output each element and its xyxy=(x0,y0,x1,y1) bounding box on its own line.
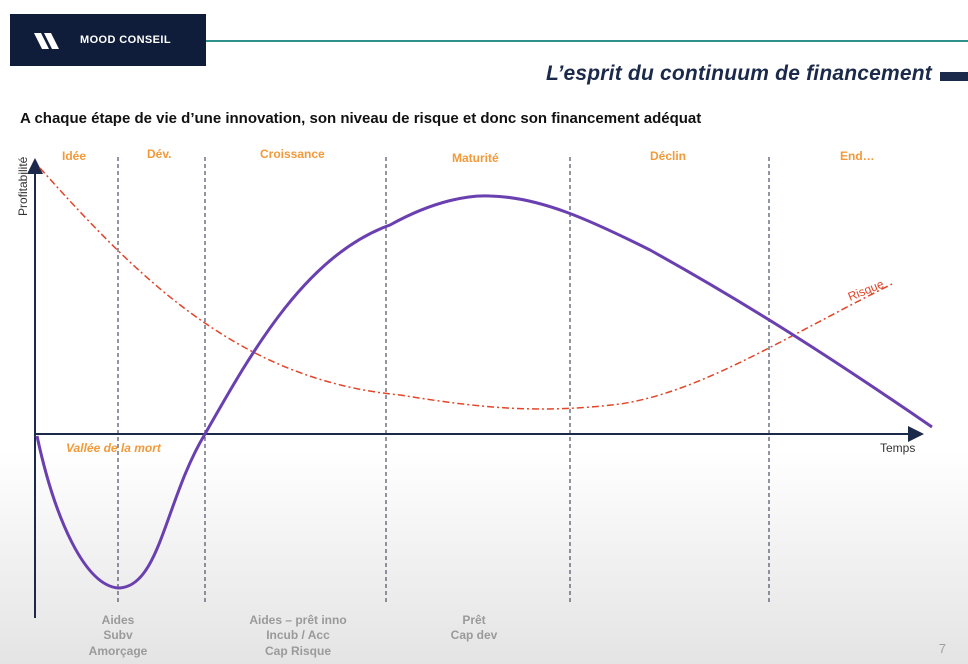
phase-label-idee: Idée xyxy=(62,149,86,163)
y-axis-label: Profitabilité xyxy=(16,156,30,216)
phase-label-dev: Dév. xyxy=(147,147,171,161)
valley-of-death-label: Vallée de la mort xyxy=(66,441,162,455)
funding-amorcage: Amorçage xyxy=(89,644,148,658)
brand-logo-icon xyxy=(34,33,59,49)
risk-curve-label: Risque xyxy=(846,277,886,304)
profitability-curve xyxy=(35,194,933,590)
phase-label-end: End… xyxy=(840,149,875,163)
funding-pret: Prêt xyxy=(462,613,485,627)
funding-cap-dev: Cap dev xyxy=(451,628,498,642)
funding-aides: Aides xyxy=(102,613,135,627)
funding-group-2: Aides – prêt inno Incub / Acc Cap Risque xyxy=(249,613,346,658)
phase-label-croissance: Croissance xyxy=(260,147,325,161)
funding-group-1: Aides Subv Amorçage xyxy=(89,613,148,658)
funding-aides-pret-inno: Aides – prêt inno xyxy=(249,613,346,627)
funding-subv: Subv xyxy=(103,628,133,642)
title-accent-bar xyxy=(940,72,968,81)
page-subtitle: A chaque étape de vie d’une innovation, … xyxy=(20,110,702,127)
x-axis-label: Temps xyxy=(880,441,915,455)
brand-name: MOOD CONSEIL xyxy=(80,34,171,46)
phase-separators xyxy=(117,157,770,605)
funding-cap-risque: Cap Risque xyxy=(265,644,331,658)
phase-label-declin: Déclin xyxy=(650,149,686,163)
page-number: 7 xyxy=(938,641,946,656)
funding-group-3: Prêt Cap dev xyxy=(451,613,498,642)
phase-label-maturite: Maturité xyxy=(452,151,499,165)
funding-incub-acc: Incub / Acc xyxy=(266,628,330,642)
page-title: L’esprit du continuum de financement xyxy=(546,62,932,85)
risk-curve xyxy=(39,167,893,410)
header-divider xyxy=(206,40,968,42)
brand-logo: MOOD CONSEIL xyxy=(10,14,206,66)
